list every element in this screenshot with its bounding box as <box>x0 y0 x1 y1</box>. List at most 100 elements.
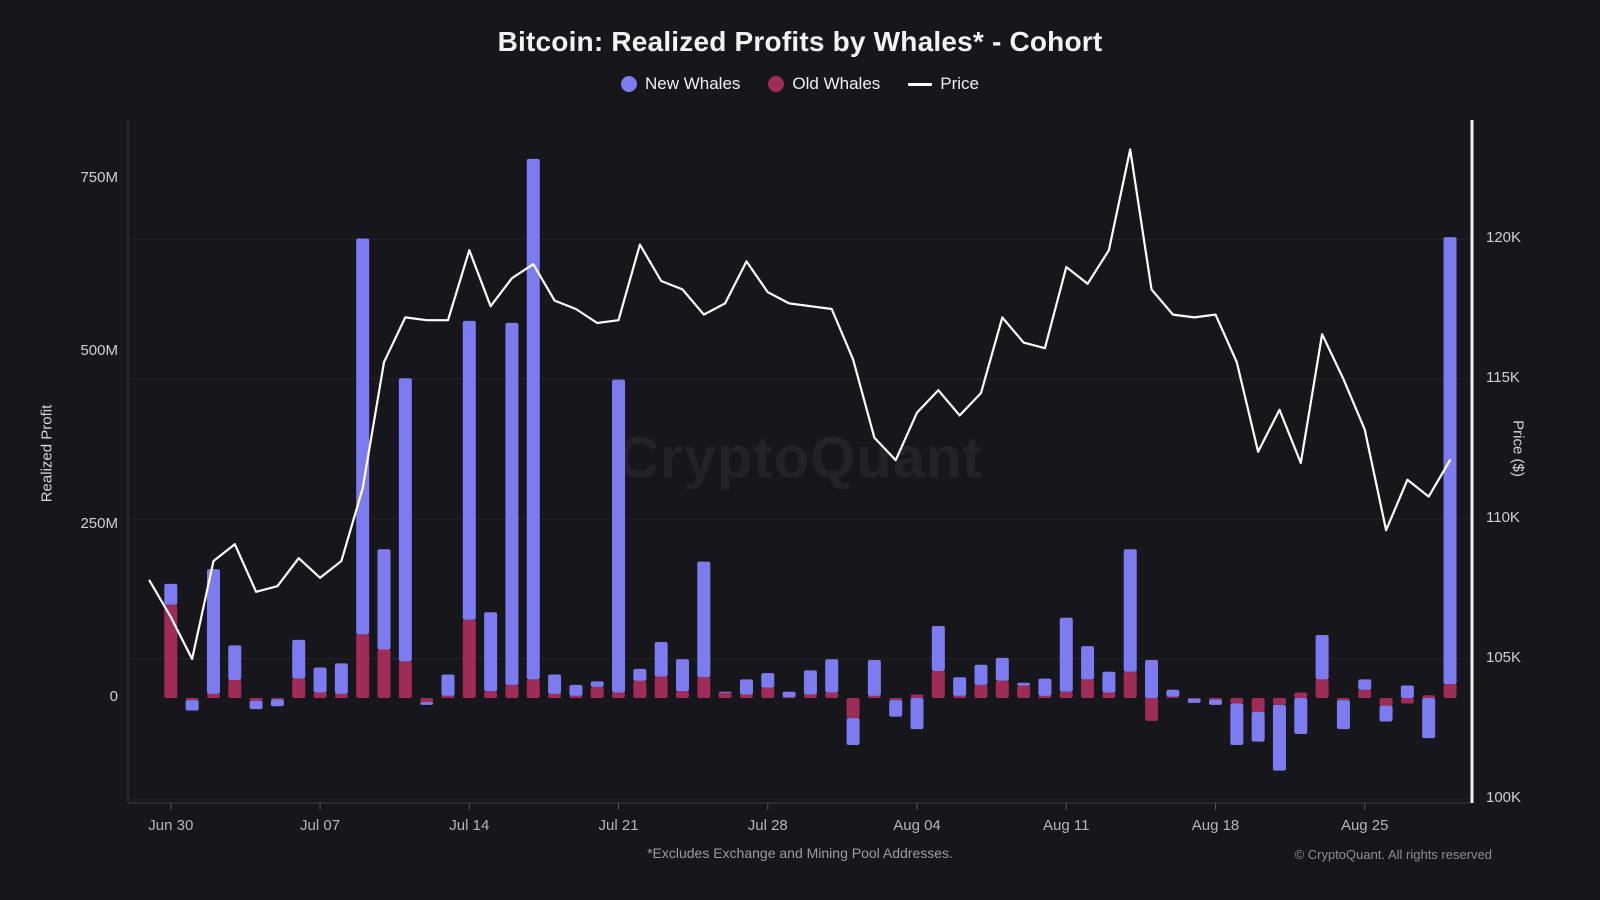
x-axis-tick-label: Jul 28 <box>747 817 788 834</box>
bar-old-whales <box>1102 692 1116 698</box>
bar-new-whales <box>1187 698 1201 703</box>
bar-new-whales <box>803 670 817 695</box>
bar-new-whales <box>1315 635 1329 680</box>
bar-old-whales <box>398 661 412 698</box>
bar-old-whales <box>1379 698 1393 706</box>
bar-old-whales <box>803 694 817 698</box>
bar-old-whales <box>1272 698 1286 705</box>
bar-new-whales <box>1059 617 1073 692</box>
bar-old-whales <box>1166 696 1180 698</box>
price-line <box>148 148 1452 661</box>
bar-old-whales <box>249 698 263 701</box>
legend-item-old-whales[interactable]: Old Whales <box>768 74 880 94</box>
bar-new-whales <box>398 378 412 662</box>
old-whales-dot-icon <box>768 76 785 92</box>
right-axis-tick-label: 110K <box>1486 509 1520 526</box>
bar-new-whales <box>1145 659 1159 698</box>
bar-old-whales <box>548 693 562 698</box>
bar-old-whales <box>1443 684 1457 698</box>
left-axis-tick-label: 750M <box>80 169 118 186</box>
bar-old-whales <box>1209 698 1222 700</box>
right-axis-tick-label: 100K <box>1486 789 1522 806</box>
bar-new-whales <box>1209 699 1222 705</box>
bar-old-whales <box>441 695 455 698</box>
legend: New Whales Old Whales Price <box>0 74 1600 94</box>
left-axis-tick-label: 250M <box>80 515 118 532</box>
bar-old-whales <box>910 694 924 698</box>
bar-old-whales <box>185 698 199 701</box>
bar-new-whales <box>782 691 796 698</box>
bar-old-whales <box>846 698 860 719</box>
bar-new-whales <box>1102 671 1116 693</box>
bar-old-whales <box>484 691 498 698</box>
bar-new-whales <box>441 674 455 696</box>
bar-old-whales <box>889 698 903 701</box>
bar-new-whales <box>1038 678 1052 696</box>
price-line-swatch-icon <box>908 82 933 86</box>
bar-new-whales <box>761 673 775 688</box>
bar-new-whales <box>1379 705 1393 722</box>
bar-old-whales <box>739 694 753 698</box>
bar-new-whales <box>505 322 519 685</box>
bar-old-whales <box>1422 695 1436 698</box>
bar-new-whales <box>270 699 284 707</box>
bar-new-whales <box>1400 685 1414 698</box>
x-axis-tick-label: Jul 07 <box>300 817 341 834</box>
bar-new-whales <box>974 664 988 685</box>
bar-new-whales <box>1123 549 1137 672</box>
bar-old-whales <box>825 692 839 698</box>
bar-new-whales <box>889 700 903 717</box>
bar-old-whales <box>590 686 604 698</box>
x-axis-tick-label: Jul 14 <box>449 817 490 834</box>
bar-new-whales <box>953 677 967 696</box>
bar-old-whales <box>931 671 945 698</box>
bar-new-whales <box>1017 682 1031 686</box>
bar-old-whales <box>1400 698 1414 704</box>
bar-new-whales <box>590 681 604 687</box>
bar-new-whales <box>1422 698 1436 739</box>
footnote: *Excludes Exchange and Mining Pool Addre… <box>647 845 953 861</box>
bar-new-whales <box>356 238 370 635</box>
bar-new-whales <box>825 659 839 693</box>
bar-new-whales <box>185 700 199 711</box>
bar-old-whales <box>420 698 434 703</box>
bar-new-whales <box>334 663 348 694</box>
bar-old-whales <box>292 678 306 698</box>
bar-new-whales <box>377 549 391 650</box>
copyright: © CryptoQuant. All rights reserved <box>1294 847 1492 862</box>
left-axis-title: Realized Profit <box>38 404 56 503</box>
bar-old-whales <box>995 680 1009 698</box>
bar-new-whales <box>931 626 945 672</box>
bar-new-whales <box>739 679 753 695</box>
bar-new-whales <box>676 659 689 692</box>
bar-old-whales <box>1017 685 1031 698</box>
bar-old-whales <box>633 680 647 698</box>
bar-old-whales <box>569 695 583 698</box>
x-axis-tick-label: Jul 21 <box>598 817 639 834</box>
page-title: Bitcoin: Realized Profits by Whales* - C… <box>497 26 1103 57</box>
right-axis-tick-label: 120K <box>1486 229 1522 246</box>
bar-new-whales <box>697 561 711 678</box>
bar-old-whales <box>676 691 689 698</box>
bar-new-whales <box>1081 646 1095 680</box>
bar-old-whales <box>1251 698 1265 712</box>
legend-label-price: Price <box>940 74 980 93</box>
legend-item-price[interactable]: Price <box>908 74 979 94</box>
bar-old-whales <box>761 687 775 698</box>
legend-item-new-whales[interactable]: New Whales <box>620 74 740 94</box>
bar-old-whales <box>867 695 881 698</box>
legend-label-old-whales: Old Whales <box>792 74 881 93</box>
bar-old-whales <box>1294 692 1308 698</box>
bar-old-whales <box>334 693 348 698</box>
bar-new-whales <box>1251 711 1265 742</box>
bar-old-whales <box>1123 671 1137 698</box>
bar-old-whales <box>505 684 519 698</box>
bar-new-whales <box>612 379 626 693</box>
bar-old-whales <box>1230 698 1244 704</box>
bar-new-whales <box>292 639 306 679</box>
bar-new-whales <box>718 691 732 693</box>
bar-old-whales <box>526 679 540 698</box>
bar-old-whales <box>782 697 796 699</box>
bar-old-whales <box>697 677 711 698</box>
